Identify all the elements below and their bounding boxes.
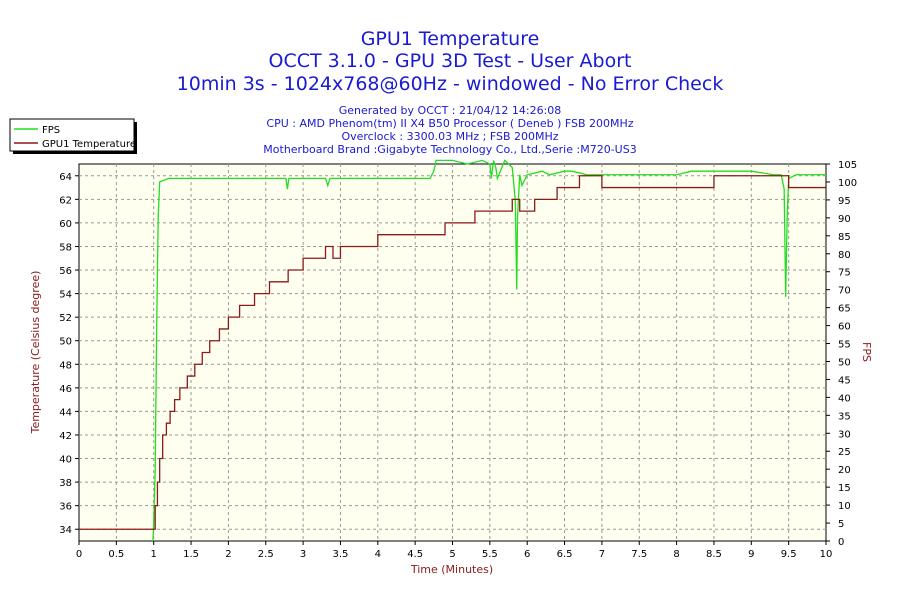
legend: FPS GPU1 Temperature — [9, 118, 137, 154]
chart-subtitle-2: 10min 3s - 1024x768@60Hz - windowed - No… — [177, 73, 724, 95]
x-tick-label-12: 6 — [524, 549, 530, 560]
y2-tick-label-4: 20 — [838, 465, 851, 476]
y2-tick-label-2: 10 — [838, 501, 851, 512]
y2-axis-label: FPS — [860, 342, 873, 362]
y-tick-label-15: 64 — [59, 172, 72, 183]
y2-tick-label-15: 75 — [838, 268, 851, 279]
y2-tick-label-8: 40 — [838, 393, 851, 404]
y-tick-label-11: 56 — [59, 266, 72, 277]
series-lines — [79, 159, 826, 542]
y2-tick-label-10: 50 — [838, 357, 851, 368]
y2-tick-label-16: 80 — [838, 250, 851, 261]
grid — [79, 164, 826, 541]
x-tick-label-19: 9.5 — [781, 549, 797, 560]
legend-label-fps: FPS — [42, 125, 60, 136]
y-tick-label-12: 58 — [59, 242, 72, 253]
y2-tick-label-20: 100 — [838, 178, 857, 189]
x-tick-label-3: 1.5 — [183, 549, 199, 560]
y2-tick-label-18: 90 — [838, 214, 851, 225]
x-tick-label-18: 9 — [748, 549, 754, 560]
y2-tick-label-17: 85 — [838, 232, 851, 243]
info-overclock: Overclock : 3300.03 MHz ; FSB 200MHz — [341, 130, 558, 143]
y2-tick-label-13: 65 — [838, 304, 851, 315]
y2-tick-label-9: 45 — [838, 375, 851, 386]
x-tick-label-8: 4 — [375, 549, 381, 560]
x-tick-label-5: 2.5 — [258, 549, 274, 560]
y2-axis-ticks: 0 5 10 15 20 25 30 35 40 45 50 55 60 65 70 75 80 85 90 95 10… — [826, 160, 857, 548]
y-tick-label-2: 38 — [59, 478, 72, 489]
y2-tick-label-7: 35 — [838, 411, 851, 422]
x-tick-label-15: 7.5 — [631, 549, 647, 560]
x-tick-label-13: 6.5 — [557, 549, 573, 560]
y2-tick-label-6: 30 — [838, 429, 851, 440]
y-tick-label-9: 52 — [59, 313, 72, 324]
x-tick-label-20: 10 — [820, 549, 833, 560]
x-tick-label-9: 4.5 — [407, 549, 423, 560]
y-tick-label-10: 54 — [59, 290, 72, 301]
y-tick-label-13: 60 — [59, 219, 72, 230]
x-tick-label-0: 0 — [76, 549, 82, 560]
y-tick-label-1: 36 — [59, 502, 72, 513]
series-line-fps — [152, 159, 826, 542]
chart-title: GPU1 Temperature — [361, 28, 540, 50]
x-tick-label-16: 8 — [673, 549, 679, 560]
y2-tick-label-0: 0 — [838, 537, 844, 548]
chart-subtitle-1: OCCT 3.1.0 - GPU 3D Test - User Abort — [269, 50, 632, 72]
y-axis-label: Temperature (Celsius degree) — [29, 271, 42, 435]
y2-tick-label-11: 55 — [838, 340, 851, 351]
y2-tick-label-5: 25 — [838, 447, 851, 458]
y-tick-label-7: 48 — [59, 360, 72, 371]
x-tick-label-17: 8.5 — [706, 549, 722, 560]
x-tick-label-2: 1 — [151, 549, 157, 560]
y-tick-label-4: 42 — [59, 431, 72, 442]
x-axis-label: Time (Minutes) — [410, 563, 493, 576]
x-tick-label-4: 2 — [225, 549, 231, 560]
y2-tick-label-1: 5 — [838, 519, 844, 530]
y-tick-label-0: 34 — [59, 525, 72, 536]
x-tick-label-14: 7 — [599, 549, 605, 560]
info-generated: Generated by OCCT : 21/04/12 14:26:08 — [339, 104, 562, 117]
x-axis-ticks: 0 0.5 1 1.5 2 2.5 3 3.5 4 4.5 5 5.5 6 6.5 7 7.5 8 8.5 9 9.5… — [76, 541, 833, 560]
y2-tick-label-12: 60 — [838, 322, 851, 333]
x-tick-label-10: 5 — [449, 549, 455, 560]
y-tick-label-14: 62 — [59, 195, 72, 206]
y-tick-label-5: 44 — [59, 407, 72, 418]
info-motherboard: Motherboard Brand :Gigabyte Technology C… — [263, 143, 636, 156]
legend-box — [9, 118, 135, 152]
info-cpu: CPU : AMD Phenom(tm) II X4 B50 Processor… — [266, 117, 633, 130]
y-tick-label-6: 46 — [59, 384, 72, 395]
x-tick-label-7: 3.5 — [332, 549, 348, 560]
x-tick-label-1: 0.5 — [108, 549, 124, 560]
x-tick-label-6: 3 — [300, 549, 306, 560]
y-tick-label-8: 50 — [59, 337, 72, 348]
y2-tick-label-3: 15 — [838, 483, 851, 494]
x-tick-label-11: 5.5 — [482, 549, 498, 560]
y2-tick-label-21: 105 — [838, 160, 857, 171]
y-axis-ticks: 34 36 38 40 42 44 46 48 50 52 54 56 58 60 62 64 — [59, 172, 79, 536]
y-tick-label-3: 40 — [59, 455, 72, 466]
y2-tick-label-14: 70 — [838, 286, 851, 297]
legend-label-temperature: GPU1 Temperature — [42, 139, 136, 150]
series-line-temperature — [79, 175, 826, 530]
y2-tick-label-19: 95 — [838, 196, 851, 207]
